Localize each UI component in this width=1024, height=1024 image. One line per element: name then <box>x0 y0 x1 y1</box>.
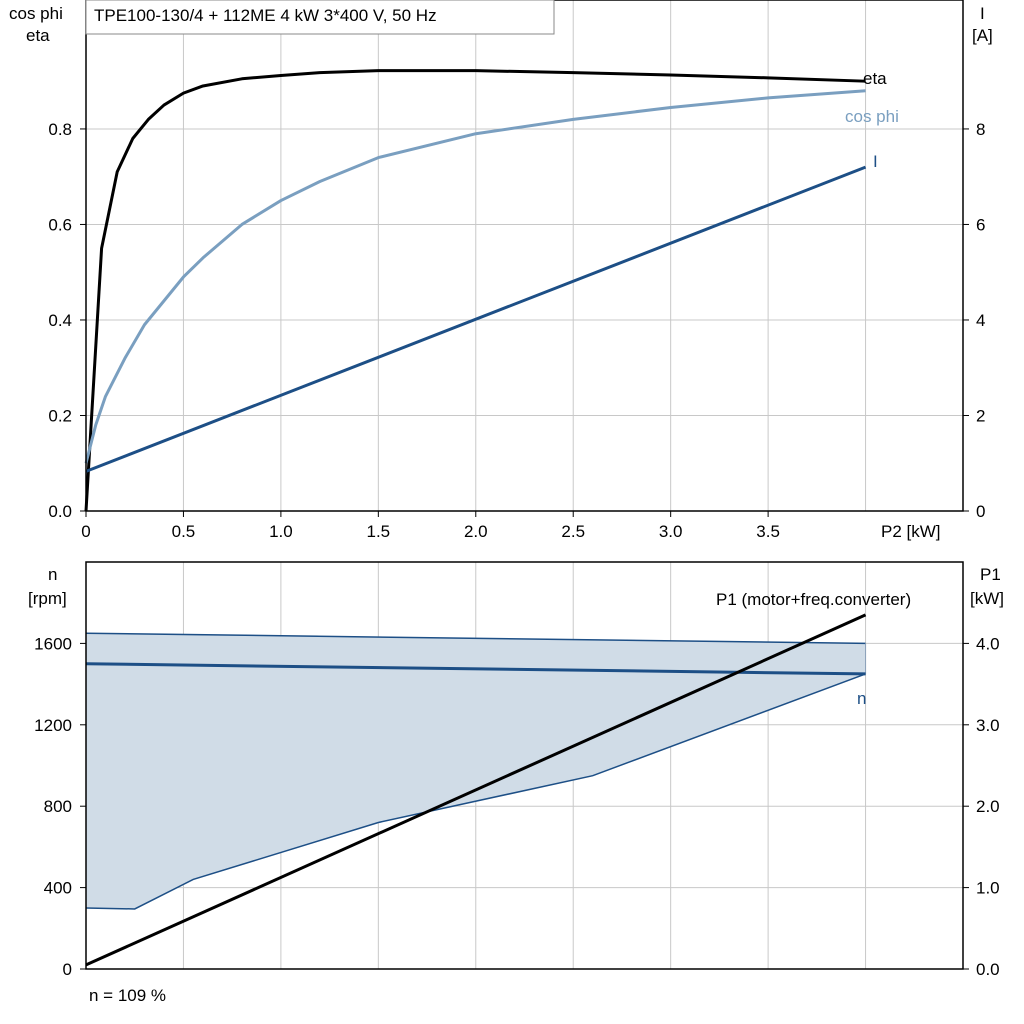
speed-band-lower-line <box>85 673 866 910</box>
series-label-P1: P1 (motor+freq.converter) <box>716 590 911 609</box>
top-tick-labels: 0.0 0.2 0.4 0.6 0.8 0 2 4 6 8 0 0.5 1.0 1.5 2.0 2.5 3.0 3… <box>48 120 985 541</box>
top-x-tick-label: 3.0 <box>659 522 683 541</box>
top-right-tick-label: 6 <box>976 215 985 234</box>
bottom-right-tick-label: 3.0 <box>976 716 1000 735</box>
footer-speed-note: n = 109 % <box>89 986 166 1005</box>
top-x-tick-label: 2.0 <box>464 522 488 541</box>
bottom-right-tick-label: 0.0 <box>976 960 1000 979</box>
bottom-left-axis-label-line2: [rpm] <box>28 589 67 608</box>
top-plot: 0.0 0.2 0.4 0.6 0.8 0 2 4 6 8 0 0.5 1.0 1.5 2.0 2.5 3.0 3… <box>9 0 993 541</box>
top-left-axis-label-line2: eta <box>26 26 50 45</box>
top-series-i-line <box>85 165 867 473</box>
chart-title: TPE100-130/4 + 112ME 4 kW 3*400 V, 50 Hz <box>94 6 437 25</box>
title-box <box>85 0 555 35</box>
bottom-series-p1-line <box>85 613 867 967</box>
top-right-axis-label-line2: [A] <box>972 26 993 45</box>
top-x-tick-label: 1.0 <box>269 522 293 541</box>
top-left-tick-label: 0.0 <box>48 502 72 521</box>
x-axis-label: P2 [kW] <box>881 522 941 541</box>
bottom-right-tick-label: 4.0 <box>976 634 1000 653</box>
top-right-tick-label: 2 <box>976 406 985 425</box>
bottom-left-axis-label-line1: n <box>48 565 57 584</box>
bottom-plot-frame <box>85 561 964 970</box>
top-x-tick-label: 0 <box>81 522 90 541</box>
top-right-axis-label-line1: I <box>980 4 985 23</box>
bottom-plot: 0 400 800 1200 1600 0.0 1.0 2.0 3.0 4.0 n [rpm] P… <box>28 561 1004 1005</box>
bottom-series <box>85 613 867 967</box>
bottom-right-tick-label: 1.0 <box>976 879 1000 898</box>
top-grid <box>80 0 969 517</box>
bottom-right-axis-label-line2: [kW] <box>970 589 1004 608</box>
top-left-tick-label: 0.8 <box>48 120 72 139</box>
bottom-left-tick-label: 800 <box>44 797 72 816</box>
top-right-tick-label: 8 <box>976 120 985 139</box>
top-series-cos-line <box>84 89 866 464</box>
bottom-tick-labels: 0 400 800 1200 1600 0.0 1.0 2.0 3.0 4.0 <box>34 634 999 979</box>
top-right-tick-label: 0 <box>976 502 985 521</box>
top-left-axis-label-line1: cos phi <box>9 4 63 23</box>
top-x-tick-label: 0.5 <box>172 522 196 541</box>
series-label-eta: eta <box>863 69 887 88</box>
top-x-tick-label: 1.5 <box>367 522 391 541</box>
top-left-tick-label: 0.2 <box>48 406 72 425</box>
top-right-tick-label: 4 <box>976 311 985 330</box>
series-label-n: n <box>857 689 866 708</box>
bottom-left-tick-label: 0 <box>63 960 72 979</box>
series-label-I: I <box>873 152 878 171</box>
top-series <box>84 69 867 512</box>
bottom-left-tick-label: 400 <box>44 879 72 898</box>
top-x-tick-label: 3.5 <box>756 522 780 541</box>
top-left-tick-label: 0.6 <box>48 215 72 234</box>
top-plot-frame <box>85 0 964 512</box>
bottom-left-tick-label: 1200 <box>34 716 72 735</box>
series-label-cos-phi: cos phi <box>845 107 899 126</box>
bottom-right-tick-label: 2.0 <box>976 797 1000 816</box>
top-series-eta-line <box>84 69 866 512</box>
bottom-left-tick-label: 1600 <box>34 634 72 653</box>
top-x-tick-label: 2.5 <box>561 522 585 541</box>
speed-band-upper-line <box>85 632 866 645</box>
top-left-tick-label: 0.4 <box>48 311 72 330</box>
bottom-right-axis-label-line1: P1 <box>980 565 1001 584</box>
